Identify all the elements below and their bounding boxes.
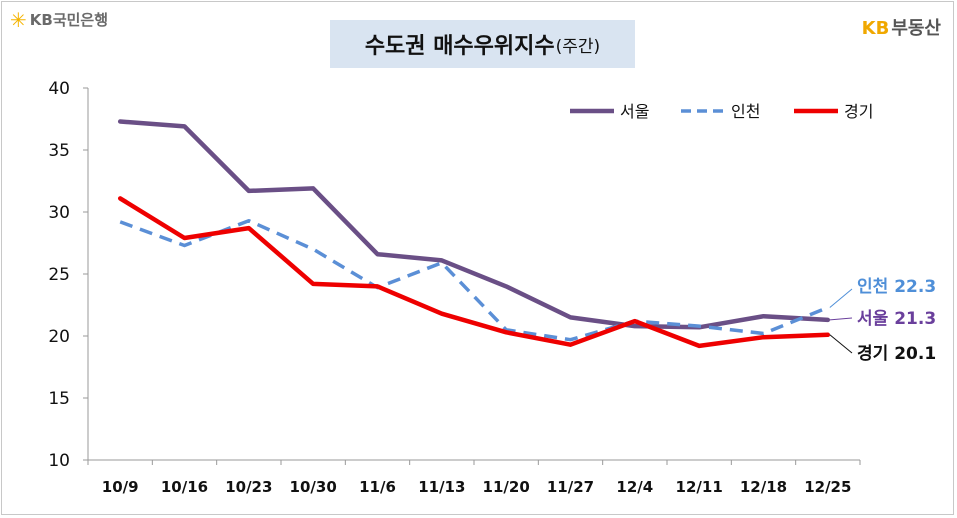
x-tick-label: 12/25 (804, 478, 851, 496)
kb-bank-logo: ✳ KB국민은행 (10, 9, 108, 30)
end-label-0: 서울 21.3 (857, 309, 936, 329)
legend-label-1: 인천 (731, 102, 760, 121)
y-tick-label: 25 (48, 265, 70, 285)
kb-realestate-logo: KB 부동산 (862, 14, 941, 40)
x-tick-label: 12/18 (740, 478, 787, 496)
chart-title: 수도권 매수우위지수 (364, 34, 555, 59)
kb-realestate-logo-kb: KB (861, 18, 890, 39)
x-tick-label: 11/20 (483, 478, 530, 496)
x-tick-label: 12/11 (676, 478, 723, 496)
y-tick-label: 15 (48, 389, 70, 409)
end-label-1: 인천 22.3 (857, 277, 936, 297)
end-label-leader-1 (829, 288, 853, 308)
series-line-1 (119, 218, 829, 342)
x-tick-label: 11/13 (418, 478, 465, 496)
kb-star-icon: ✳ (10, 7, 27, 32)
x-tick-label: 10/9 (102, 478, 139, 496)
series-line-0 (117, 119, 831, 330)
x-tick-label: 10/23 (225, 478, 272, 496)
x-tick-label: 11/6 (359, 478, 396, 496)
x-tick-label: 10/16 (161, 478, 208, 496)
x-tick-label: 10/30 (290, 478, 337, 496)
x-tick-label: 12/4 (616, 478, 653, 496)
x-tick-label: 11/27 (547, 478, 594, 496)
y-tick-label: 10 (48, 451, 70, 471)
chart-title-suffix: (주간) (555, 36, 601, 57)
end-label-leader-0 (829, 317, 853, 321)
end-label-2: 경기 20.1 (857, 344, 936, 364)
end-label-leader-2 (829, 334, 853, 354)
y-tick-label: 30 (48, 203, 70, 223)
chart-title-box: 수도권 매수우위지수 (주간) (330, 20, 635, 68)
y-tick-label: 35 (48, 141, 70, 161)
kb-bank-logo-text: KB국민은행 (29, 11, 109, 29)
series-line-2 (117, 196, 831, 349)
y-tick-label: 20 (48, 327, 70, 347)
legend-label-0: 서울 (620, 102, 649, 121)
kb-realestate-logo-text: 부동산 (891, 18, 941, 39)
y-tick-label: 40 (48, 79, 70, 99)
legend-label-2: 경기 (844, 102, 873, 121)
